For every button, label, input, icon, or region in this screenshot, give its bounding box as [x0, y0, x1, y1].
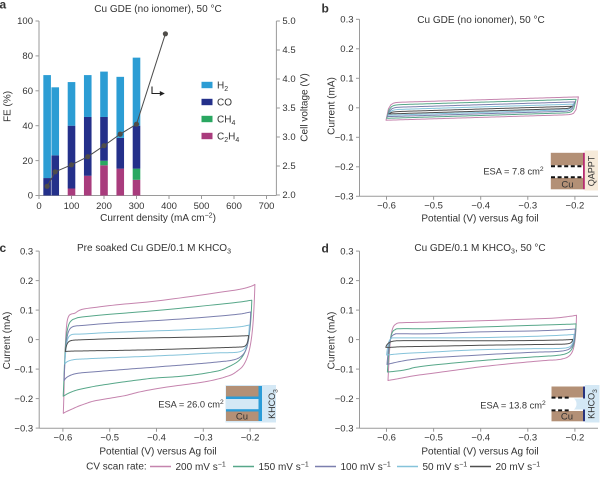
svg-text:C2H4: C2H4 [217, 131, 239, 144]
svg-text:0.2: 0.2 [340, 276, 353, 287]
svg-text:100: 100 [17, 16, 33, 27]
svg-text:400: 400 [161, 201, 177, 212]
svg-text:−0.1: −0.1 [335, 364, 354, 375]
svg-text:−0.3: −0.3 [335, 423, 354, 434]
svg-text:Cell voltage (V): Cell voltage (V) [300, 73, 311, 141]
svg-text:Cu GDE/0.1 M KHCO3, 50 °C: Cu GDE/0.1 M KHCO3, 50 °C [414, 243, 545, 256]
svg-text:0.3: 0.3 [340, 15, 353, 26]
svg-text:−0.3: −0.3 [518, 433, 537, 444]
svg-text:a: a [0, 0, 7, 12]
svg-text:20 mV s−1: 20 mV s−1 [496, 461, 541, 473]
svg-text:−0.2: −0.2 [14, 394, 33, 405]
svg-text:−0.6: −0.6 [377, 201, 396, 212]
svg-text:2.0: 2.0 [282, 190, 295, 201]
svg-text:0: 0 [36, 201, 41, 212]
svg-text:80: 80 [22, 51, 33, 62]
svg-text:−0.6: −0.6 [377, 433, 396, 444]
svg-text:0: 0 [28, 191, 33, 202]
svg-text:0.2: 0.2 [340, 44, 353, 55]
svg-text:−0.4: −0.4 [471, 201, 490, 212]
svg-text:−0.5: −0.5 [424, 433, 443, 444]
svg-text:H2: H2 [217, 80, 228, 93]
svg-text:4.5: 4.5 [282, 45, 295, 56]
svg-text:−0.1: −0.1 [14, 364, 33, 375]
svg-text:2.5: 2.5 [282, 161, 295, 172]
svg-text:0.1: 0.1 [340, 74, 353, 85]
svg-text:ESA = 7.8 cm2: ESA = 7.8 cm2 [483, 166, 544, 176]
svg-text:KHCO3: KHCO3 [267, 389, 279, 419]
svg-text:200: 200 [96, 201, 112, 212]
svg-text:−0.4: −0.4 [471, 433, 490, 444]
svg-text:Current (mA): Current (mA) [2, 312, 13, 370]
svg-text:0.1: 0.1 [20, 305, 33, 316]
svg-text:−0.4: −0.4 [147, 433, 166, 444]
svg-text:60: 60 [22, 86, 33, 97]
svg-text:40: 40 [22, 121, 33, 132]
svg-text:Cu: Cu [561, 412, 573, 423]
svg-text:Potential (V) versus Ag foil: Potential (V) versus Ag foil [421, 447, 538, 458]
svg-text:−0.6: −0.6 [54, 433, 73, 444]
svg-text:0: 0 [348, 335, 353, 346]
svg-text:Cu GDE (no ionomer), 50 °C: Cu GDE (no ionomer), 50 °C [417, 15, 544, 26]
svg-text:−0.2: −0.2 [566, 201, 585, 212]
svg-text:CH4: CH4 [217, 114, 235, 127]
svg-text:0: 0 [28, 335, 33, 346]
svg-text:300: 300 [129, 201, 145, 212]
svg-text:Current density (mA cm−2): Current density (mA cm−2) [100, 213, 216, 225]
svg-text:ESA = 13.8 cm2: ESA = 13.8 cm2 [480, 400, 546, 410]
svg-text:−0.5: −0.5 [424, 201, 443, 212]
svg-text:100 mV s−1: 100 mV s−1 [341, 461, 391, 473]
svg-text:5.0: 5.0 [282, 16, 295, 27]
svg-text:−0.2: −0.2 [335, 394, 354, 405]
svg-text:3.0: 3.0 [282, 132, 295, 143]
svg-text:b: b [322, 2, 329, 16]
svg-text:−0.1: −0.1 [335, 133, 354, 144]
svg-text:700: 700 [259, 201, 275, 212]
svg-text:c: c [0, 241, 7, 255]
svg-text:CO: CO [217, 97, 232, 108]
svg-text:−0.2: −0.2 [335, 162, 354, 173]
svg-text:Cu GDE (no ionomer), 50 °C: Cu GDE (no ionomer), 50 °C [94, 4, 221, 15]
svg-text:CV scan rate:: CV scan rate: [86, 462, 147, 473]
svg-text:−0.2: −0.2 [566, 433, 585, 444]
svg-text:d: d [322, 242, 329, 256]
svg-text:−0.3: −0.3 [194, 433, 213, 444]
svg-text:150 mV s−1: 150 mV s−1 [259, 461, 309, 473]
svg-text:0: 0 [348, 103, 353, 114]
svg-text:FE (%): FE (%) [3, 91, 14, 122]
svg-text:200 mV s−1: 200 mV s−1 [176, 461, 226, 473]
svg-text:Current (mA): Current (mA) [327, 312, 338, 370]
svg-text:0.1: 0.1 [340, 305, 353, 316]
svg-text:Potential (V) versus Ag foil: Potential (V) versus Ag foil [99, 447, 216, 458]
svg-text:Pre soaked Cu GDE/0.1 M KHCO3: Pre soaked Cu GDE/0.1 M KHCO3 [77, 243, 231, 256]
svg-text:−0.3: −0.3 [14, 423, 33, 434]
svg-text:0.3: 0.3 [20, 246, 33, 257]
svg-text:−0.3: −0.3 [335, 192, 354, 203]
svg-text:100: 100 [64, 201, 80, 212]
svg-text:−0.3: −0.3 [518, 201, 537, 212]
svg-text:600: 600 [226, 201, 242, 212]
svg-text:50 mV s−1: 50 mV s−1 [423, 461, 468, 473]
svg-text:QAPPT: QAPPT [587, 155, 597, 186]
svg-text:−0.2: −0.2 [241, 433, 260, 444]
svg-text:500: 500 [194, 201, 210, 212]
svg-text:ESA = 26.0 cm2: ESA = 26.0 cm2 [158, 399, 224, 409]
svg-text:KHCO3: KHCO3 [587, 389, 599, 419]
svg-text:0.2: 0.2 [20, 276, 33, 287]
svg-text:3.5: 3.5 [282, 103, 295, 114]
svg-text:−0.5: −0.5 [100, 433, 119, 444]
svg-text:0.3: 0.3 [340, 246, 353, 257]
svg-text:20: 20 [22, 156, 33, 167]
svg-text:4.0: 4.0 [282, 74, 295, 85]
svg-text:Potential (V) versus Ag foil: Potential (V) versus Ag foil [421, 214, 538, 225]
svg-text:Cu: Cu [236, 412, 248, 423]
svg-text:Cu: Cu [561, 180, 573, 191]
svg-text:Current (mA): Current (mA) [327, 77, 338, 135]
